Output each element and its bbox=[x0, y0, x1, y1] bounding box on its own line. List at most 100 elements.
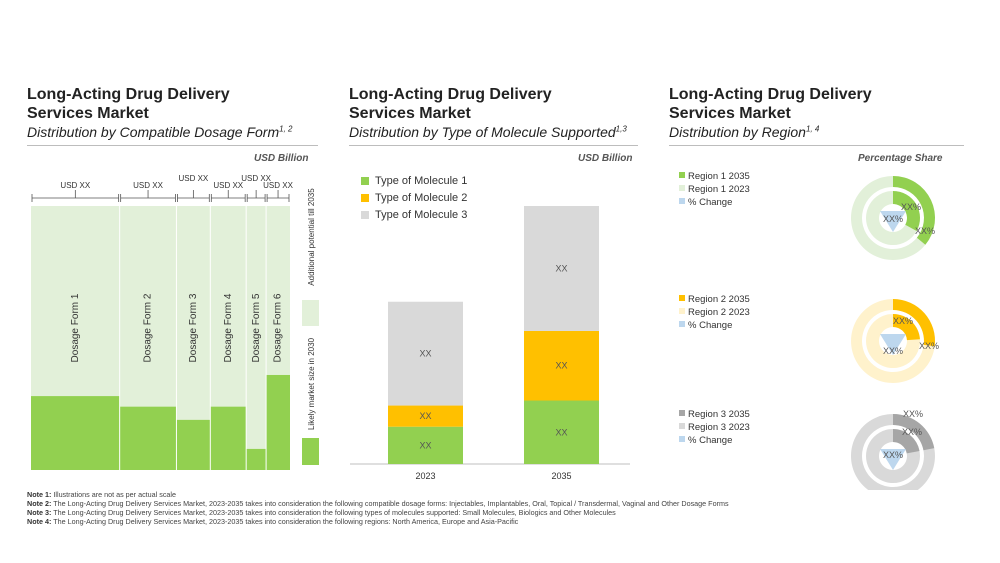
legend-label: Region 1 2023 bbox=[688, 184, 750, 195]
panel-1-subtitle-text: Distribution by Compatible Dosage Form bbox=[27, 124, 280, 140]
bar-segment bbox=[388, 405, 463, 427]
bar-market-2030 bbox=[266, 374, 290, 470]
panel-2-divider bbox=[349, 145, 638, 146]
ring-2035-share bbox=[893, 176, 935, 245]
change-triangle bbox=[880, 334, 906, 355]
top-value-label: USD XX bbox=[60, 181, 90, 190]
x-tick-label: 2035 bbox=[551, 471, 571, 481]
bar-additional-potential bbox=[246, 206, 267, 449]
data-label: XX% bbox=[893, 316, 913, 326]
data-label: XX bbox=[419, 440, 431, 450]
panel-2-subtitle: Distribution by Type of Molecule Support… bbox=[349, 124, 627, 140]
panel-1-divider bbox=[27, 145, 318, 146]
region-chart: Region 1 2035 Region 1 2023 % Change XX% XX%… bbox=[679, 171, 939, 490]
panel-1-title: Long-Acting Drug Delivery Services Marke… bbox=[27, 86, 230, 122]
data-label: XX% bbox=[903, 409, 923, 419]
legend-label: Type of Molecule 3 bbox=[375, 209, 468, 221]
molecule-chart: XX XX XX 2023 XX XX XX 2035 bbox=[350, 206, 630, 481]
panel-2-unit: USD Billion bbox=[578, 153, 633, 164]
note-1: Note 1: Illustrations are not as per act… bbox=[27, 490, 729, 500]
data-label: XX bbox=[555, 427, 567, 437]
category-label: Dosage Form 3 bbox=[188, 293, 199, 362]
legend-label: % Change bbox=[688, 197, 732, 208]
data-label: XX% bbox=[919, 341, 939, 351]
legend-molecule-1: Type of Molecule 1 bbox=[361, 175, 467, 187]
legend-label: Type of Molecule 1 bbox=[375, 175, 468, 187]
note-label: Note 4: bbox=[27, 516, 52, 526]
bar-market-2030 bbox=[246, 448, 267, 470]
bar-additional-potential bbox=[31, 206, 120, 397]
panel-2-subtitle-sup: 1,3 bbox=[615, 124, 627, 134]
legend-swatch bbox=[679, 436, 685, 442]
legend-label: Region 3 2035 bbox=[688, 409, 750, 420]
note-2: Note 2: The Long-Acting Drug Delivery Se… bbox=[27, 498, 729, 509]
legend-label: Region 1 2035 bbox=[688, 171, 750, 182]
panel-3-subtitle: Distribution by Region1, 4 bbox=[669, 124, 872, 140]
footnotes: Note 1: Illustrations are not as per act… bbox=[27, 490, 729, 527]
top-value-label: USD XX bbox=[178, 174, 208, 183]
panel-3-header: Long-Acting Drug Delivery Services Marke… bbox=[669, 85, 872, 140]
data-label: XX% bbox=[915, 226, 935, 236]
legend-swatch bbox=[679, 295, 685, 301]
data-label: XX% bbox=[883, 450, 903, 460]
legend-swatch-additional bbox=[302, 300, 319, 326]
note-text: The Long-Acting Drug Delivery Services M… bbox=[51, 516, 519, 526]
category-label: Dosage Form 4 bbox=[223, 293, 234, 362]
legend-label: % Change bbox=[688, 435, 732, 446]
legend-label-additional: Additional potential till 2035 bbox=[307, 188, 316, 286]
note-text: Illustrations are not as per actual scal… bbox=[51, 490, 177, 499]
bar-segment bbox=[388, 426, 463, 464]
bar-segment bbox=[524, 330, 599, 401]
data-label: XX% bbox=[883, 214, 903, 224]
panel-3-unit: Percentage Share bbox=[858, 153, 943, 164]
legend-swatch bbox=[361, 211, 369, 219]
panel-3-divider bbox=[669, 145, 964, 146]
note-label: Note 3: bbox=[27, 507, 52, 517]
legend-swatch bbox=[679, 410, 685, 416]
note-label: Note 1: bbox=[27, 490, 52, 499]
bar-additional-potential bbox=[176, 206, 211, 420]
panel-3-title: Long-Acting Drug Delivery Services Marke… bbox=[669, 86, 872, 122]
panel-3-subtitle-sup: 1, 4 bbox=[805, 124, 820, 134]
legend-molecule-2: Type of Molecule 2 bbox=[361, 192, 467, 204]
legend-swatch bbox=[679, 423, 685, 429]
legend-molecule-3: Type of Molecule 3 bbox=[361, 209, 467, 221]
note-text: The Long-Acting Drug Delivery Services M… bbox=[51, 498, 729, 508]
note-4: Note 4: The Long-Acting Drug Delivery Se… bbox=[27, 516, 729, 527]
change-triangle bbox=[880, 449, 906, 470]
top-value-label: USD XX bbox=[213, 181, 243, 190]
panel-2-subtitle-text: Distribution by Type of Molecule Support… bbox=[349, 124, 616, 140]
ring-2023-share bbox=[893, 429, 920, 454]
bar-segment bbox=[524, 206, 599, 331]
data-label: XX% bbox=[902, 427, 922, 437]
panel-1-subtitle-sup: 1, 2 bbox=[279, 124, 293, 134]
ring-2023-share bbox=[893, 314, 920, 341]
legend-swatch bbox=[679, 308, 685, 314]
panel-1-header: Long-Acting Drug Delivery Services Marke… bbox=[27, 85, 292, 140]
ring-2035-share bbox=[893, 414, 935, 451]
category-label: Dosage Form 6 bbox=[273, 293, 284, 362]
legend-swatch bbox=[679, 321, 685, 327]
bar-additional-potential bbox=[210, 206, 247, 407]
panel-2-header: Long-Acting Drug Delivery Services Marke… bbox=[349, 85, 627, 140]
panel-1-subtitle: Distribution by Compatible Dosage Form1,… bbox=[27, 124, 292, 140]
legend-label-2030: Likely market size in 2030 bbox=[307, 337, 316, 430]
bar-market-2030 bbox=[31, 396, 120, 470]
category-label: Dosage Form 2 bbox=[143, 293, 154, 362]
legend-swatch-2030 bbox=[302, 438, 319, 465]
legend-label: Region 2 2023 bbox=[688, 307, 750, 318]
data-label: XX bbox=[419, 411, 431, 421]
data-label: XX% bbox=[883, 346, 903, 356]
change-triangle bbox=[880, 211, 906, 232]
legend-label: Region 3 2023 bbox=[688, 422, 750, 433]
bar-additional-potential bbox=[119, 206, 177, 407]
note-label: Note 2: bbox=[27, 498, 52, 508]
data-label: XX bbox=[419, 349, 431, 359]
bar-market-2030 bbox=[176, 419, 211, 470]
bar-market-2030 bbox=[119, 406, 177, 470]
bar-segment bbox=[524, 400, 599, 464]
bar-segment bbox=[388, 301, 463, 406]
top-value-label: USD XX bbox=[241, 174, 271, 183]
panel-3-subtitle-text: Distribution by Region bbox=[669, 124, 806, 140]
legend-swatch bbox=[679, 198, 685, 204]
